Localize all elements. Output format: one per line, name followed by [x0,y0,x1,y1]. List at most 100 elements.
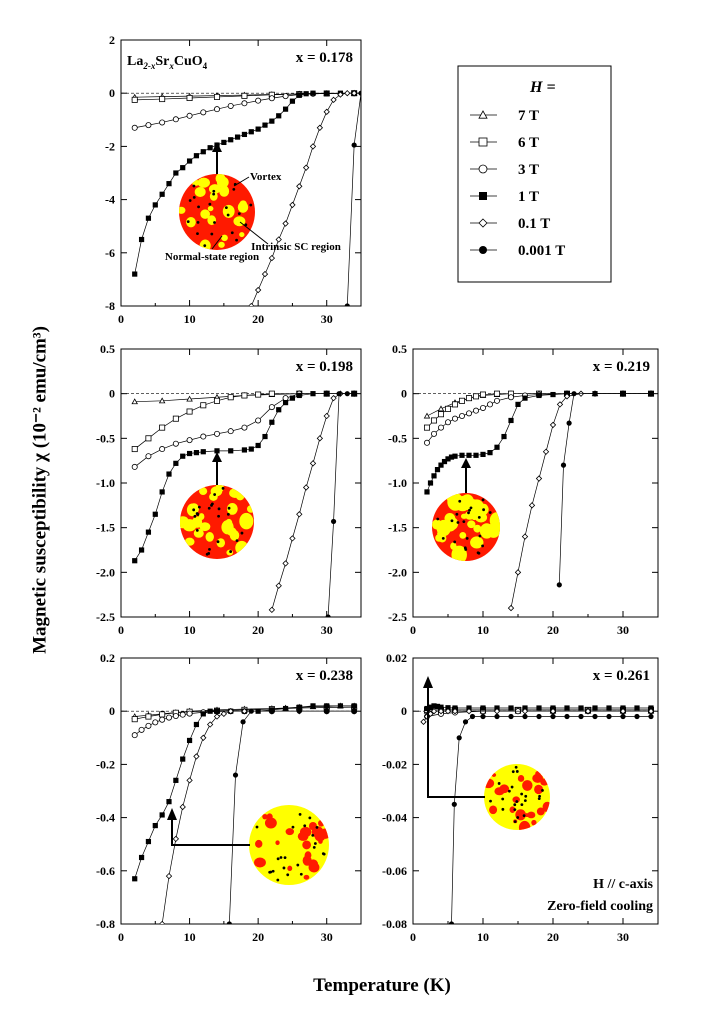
vortex-dot [476,551,480,555]
data-point [275,582,282,589]
data-point [324,708,330,714]
data-point [324,90,330,96]
sc-region-blob [499,784,510,794]
data-point [186,112,193,119]
chart-panel-4: 0 10 20 30 0.2 0 -0.2 -0.4 -0.6 -0.8 x = 0.238 [96,651,362,944]
legend-box [457,65,612,283]
data-point [173,170,179,176]
data-point [241,131,248,138]
vortex-dot [538,794,541,798]
vortex-dot [511,770,515,774]
data-point [330,518,337,525]
series-line-0-1-T [271,393,355,610]
data-point [549,421,557,429]
data-point [431,473,437,479]
y-tick-label: 0 [109,86,115,100]
data-point [186,158,193,164]
data-point [493,708,501,715]
data-point [479,404,486,411]
data-point [634,713,640,720]
y-tick-label: -0.4 [96,811,115,825]
x-tick-label: 10 [477,930,489,944]
y-tick-label: 0 [401,704,407,718]
sc-region-blob [235,540,249,555]
data-point [486,401,493,408]
sc-region-blob [509,806,516,813]
series-line-0-001-T [327,393,355,617]
data-point [465,410,472,417]
series-group [423,390,655,612]
data-point [325,614,331,617]
sc-region-blob [200,209,211,219]
data-point [282,705,289,712]
data-point [578,713,584,720]
data-point [158,397,166,404]
data-point [241,100,248,107]
data-point [556,582,562,588]
data-point [494,444,500,450]
data-point [535,475,543,482]
data-point [214,448,220,454]
y-tick-label: 0.2 [100,651,115,665]
x-tick-label: 20 [252,312,264,326]
vortex-dot [469,506,473,510]
vortex-dot [213,493,217,496]
vortex-dot [478,534,482,538]
data-point [344,391,350,397]
data-point [241,92,248,99]
vortex-dot [515,800,519,803]
data-point [480,713,486,720]
arrow-head [167,808,177,820]
data-point [521,708,529,715]
data-point [444,419,451,426]
data-point [132,876,138,882]
data-point [462,719,469,725]
y-tick-label: 0 [109,387,115,401]
data-point [564,705,570,711]
sc-region-blob [209,191,218,201]
data-point [571,391,577,397]
data-point [437,424,444,431]
vortex-dot [468,508,471,512]
data-point [275,236,282,243]
vortex-dot [283,856,287,860]
data-point [536,713,542,720]
sc-region-blob [460,513,468,519]
sc-region-blob [435,534,444,542]
legend-marker [478,110,488,119]
data-point [296,511,303,518]
vortex-dot [523,799,527,803]
data-point [145,215,152,221]
vortex-dot [296,863,300,867]
data-point [508,417,514,424]
data-point [437,708,445,715]
data-point [289,201,296,209]
sc-region-blob [264,817,277,829]
sc-region-blob [226,502,238,515]
data-point [296,92,302,98]
legend-label: 7 T [518,108,539,124]
vortex-dot [226,213,230,217]
y-tick-label: -1.0 [96,476,115,490]
sc-region-blob [192,516,203,528]
vortex-dot [221,486,225,490]
vortex-dot [488,511,492,514]
data-point [550,391,556,398]
arrow-head [212,142,222,152]
data-point [445,456,451,462]
data-point [466,452,472,458]
vortex-label: Vortex [250,171,282,183]
data-point [337,703,344,709]
data-point [227,428,234,435]
vortex-dot [196,513,200,516]
data-point [310,391,316,397]
data-point [592,713,598,720]
sc-region-blob [246,505,254,513]
data-point [648,391,654,397]
sc-region-blob [235,490,245,501]
vortex-dot [210,232,214,236]
y-tick-label: -2.5 [96,610,115,624]
data-point [131,446,138,453]
y-tick-label: 0 [109,704,115,718]
data-point [620,713,626,720]
